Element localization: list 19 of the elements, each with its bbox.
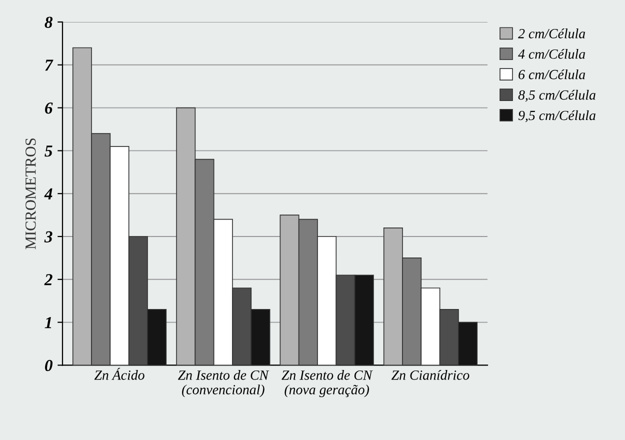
y-tick-label: 4 — [44, 188, 52, 200]
legend-label: 9,5 cm/Célula — [518, 110, 596, 122]
y-tick-label: 0 — [45, 360, 52, 372]
y-tick-label: 2 — [44, 274, 52, 286]
x-tick-label: Zn Isento de CN (convencional) — [178, 370, 270, 398]
x-tick-label: Zn Cianídrico — [391, 370, 470, 380]
y-tick-label: 8 — [44, 16, 53, 28]
legend-label: 2 cm/Célula — [518, 28, 586, 38]
x-tick-label: Zn Ácido — [94, 368, 144, 380]
y-tick-label: 1 — [44, 317, 52, 328]
y-tick-label: 3 — [44, 231, 52, 242]
y-tick-label: 5 — [44, 146, 52, 157]
legend-label: 6 cm/Célula — [518, 69, 586, 80]
y-axis-title: MICROMETROS — [26, 138, 36, 250]
y-tick-label: 6 — [45, 102, 53, 114]
x-tick-label: Zn Isento de CN (nova geração) — [282, 370, 373, 398]
y-tick-label: 7 — [45, 60, 54, 71]
legend-label: 8,5 cm/Célula — [518, 90, 596, 102]
legend-label: 4 cm/Célula — [518, 49, 586, 59]
